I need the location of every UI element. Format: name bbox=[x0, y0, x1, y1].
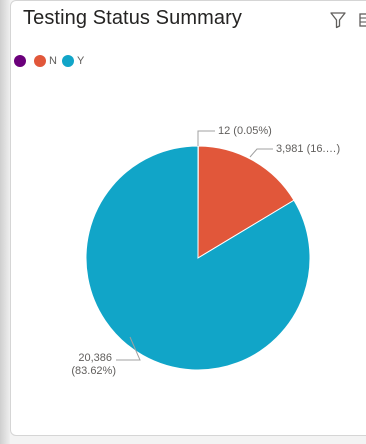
data-label-y: 20,386 (83.62%) bbox=[71, 352, 116, 377]
legend-label: N bbox=[49, 55, 57, 67]
canvas-border bbox=[0, 0, 10, 444]
filter-icon[interactable] bbox=[330, 12, 346, 29]
visual-title: Testing Status Summary bbox=[23, 7, 242, 29]
legend-item-blank[interactable] bbox=[14, 55, 29, 67]
pie-data-labels: 12 (0.05%) 3,981 (16.…) 20,386 (83.62%) bbox=[71, 125, 340, 377]
visual-header-toolbar bbox=[330, 11, 366, 31]
leader-line bbox=[249, 148, 273, 158]
legend-swatch bbox=[34, 55, 46, 67]
leader-line bbox=[116, 336, 141, 361]
toolbar-icons bbox=[330, 12, 366, 29]
chart-legend: N Y bbox=[14, 52, 89, 70]
pie-slice-n[interactable] bbox=[197, 145, 295, 259]
data-label-blank: 12 (0.05%) bbox=[218, 125, 272, 137]
focus-mode-icon[interactable] bbox=[359, 13, 366, 27]
leader-line bbox=[197, 130, 215, 146]
legend-swatch bbox=[14, 55, 26, 67]
legend-item-y[interactable]: Y bbox=[61, 55, 85, 67]
legend-item-n[interactable]: N bbox=[34, 55, 57, 67]
legend-label: Y bbox=[76, 55, 85, 67]
pie-slice-y[interactable] bbox=[85, 145, 311, 371]
data-label-n: 3,981 (16.…) bbox=[276, 143, 340, 155]
legend-swatch bbox=[61, 55, 74, 67]
pie-slices bbox=[85, 145, 311, 371]
